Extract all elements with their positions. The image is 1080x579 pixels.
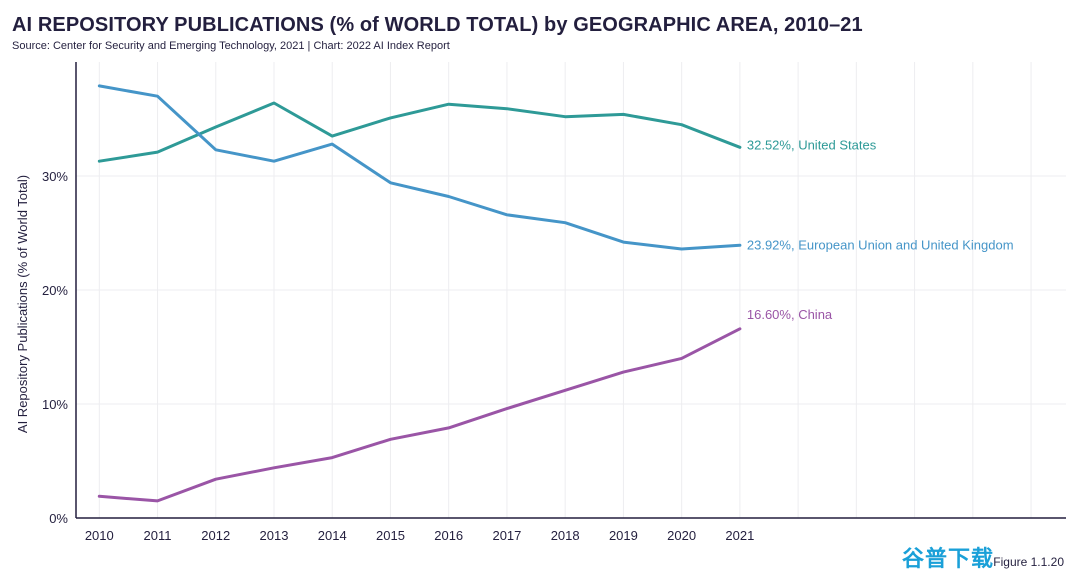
series-end-label: 23.92%, European Union and United Kingdo… bbox=[747, 237, 1014, 252]
series-end-label: 16.60%, China bbox=[747, 307, 833, 322]
x-tick-label: 2019 bbox=[609, 528, 638, 543]
figure-label: Figure 1.1.20 bbox=[993, 555, 1064, 569]
series-line-china bbox=[97, 327, 742, 503]
y-tick-label: 20% bbox=[42, 283, 68, 298]
x-tick-label: 2013 bbox=[260, 528, 289, 543]
x-tick-label: 2016 bbox=[434, 528, 463, 543]
chart-title: AI REPOSITORY PUBLICATIONS (% of WORLD T… bbox=[12, 14, 863, 36]
chart-subtitle: Source: Center for Security and Emerging… bbox=[12, 40, 450, 52]
x-tick-label: 2020 bbox=[667, 528, 696, 543]
axes: 0% 10% 20% 30% 2010 2011 2012 2013 2014 2015 2016 2… bbox=[15, 62, 1066, 543]
y-tick-label: 0% bbox=[49, 511, 68, 526]
series-lines bbox=[97, 84, 742, 503]
x-tick-label: 2018 bbox=[551, 528, 580, 543]
x-tick-label: 2011 bbox=[144, 528, 172, 543]
grid bbox=[76, 62, 1066, 519]
y-axis-title: AI Repository Publications (% of World T… bbox=[15, 175, 30, 433]
x-tick-label: 2021 bbox=[725, 528, 754, 543]
x-tick-label: 2014 bbox=[318, 528, 347, 543]
series-labels: 32.52%, United States 23.92%, European Un… bbox=[747, 137, 1014, 321]
x-tick-label: 2010 bbox=[85, 528, 114, 543]
series-end-label: 32.52%, United States bbox=[747, 137, 877, 152]
x-tick-label: 2015 bbox=[376, 528, 405, 543]
x-tick-label: 2012 bbox=[201, 528, 230, 543]
watermark-logo: 谷普下载 bbox=[902, 547, 995, 572]
series-line-united-states bbox=[97, 101, 742, 163]
y-tick-label: 10% bbox=[42, 397, 68, 412]
x-tick-label: 2017 bbox=[492, 528, 521, 543]
series-line-european-union-and-united-kingdom bbox=[97, 84, 742, 251]
y-tick-label: 30% bbox=[42, 169, 68, 184]
